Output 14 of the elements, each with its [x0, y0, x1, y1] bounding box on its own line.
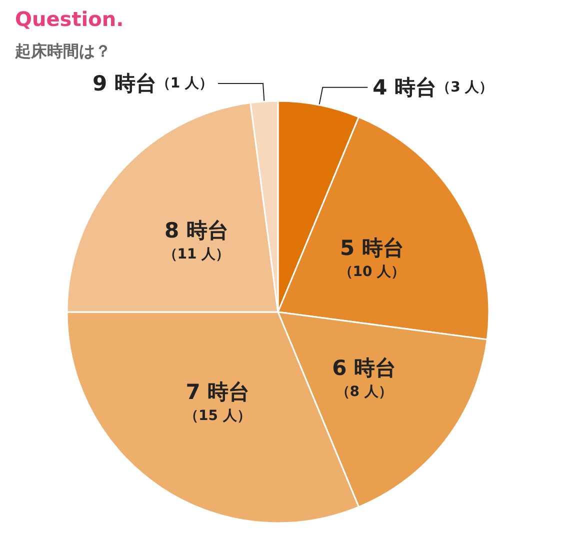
- slice-label: 5 時台: [340, 236, 404, 260]
- slice-label: 9 時台: [92, 71, 156, 96]
- data-label: （10 人）: [338, 264, 406, 280]
- data-label: （15 人）: [184, 408, 251, 424]
- data-label: （3 人）: [436, 79, 494, 96]
- chart-title: Question.: [15, 7, 124, 31]
- data-label: （8 人）: [336, 384, 392, 400]
- data-label: （11 人）: [163, 246, 230, 262]
- slice-label: 4 時台: [372, 75, 437, 100]
- data-label: （1 人）: [156, 75, 214, 92]
- slice-label: 6 時台: [332, 356, 396, 380]
- slice-label: 8 時台: [164, 218, 228, 242]
- slice-label: 7 時台: [186, 380, 250, 404]
- chart-subtitle: 起床時間は？: [14, 42, 111, 60]
